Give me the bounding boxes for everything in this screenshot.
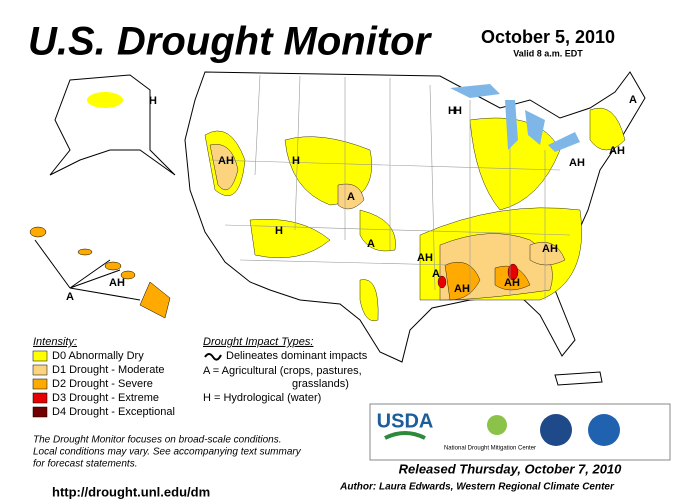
drought-area (437, 275, 447, 289)
alaska (49, 74, 176, 176)
title-block: U.S. Drought Monitor October 5, 2010 Val… (28, 20, 615, 64)
legend-swatch (32, 378, 48, 390)
legend: Intensity: D0 Abnormally Dry D1 Drought -… (32, 336, 175, 418)
noaa-seal (588, 414, 620, 446)
impact-label: H (292, 155, 300, 167)
impact-label: A (629, 94, 637, 106)
usda-logo: USDA (377, 410, 434, 432)
drought-area (529, 241, 566, 266)
drought-area (359, 279, 379, 321)
impact-line: A = Agricultural (crops, pastures, (203, 365, 362, 377)
legend-title: Intensity: (33, 336, 77, 348)
impact-label: A (66, 291, 74, 303)
legend-label: D1 Drought - Moderate (52, 364, 165, 376)
valid-time: Valid 8 a.m. EDT (513, 48, 583, 58)
ndmc-tree (487, 415, 507, 435)
drought-areas (204, 107, 626, 321)
impact-label: AH (609, 145, 625, 157)
released: Released Thursday, October 7, 2010 (399, 461, 623, 476)
hawaii-pointers (34, 239, 141, 301)
doc-seal (540, 414, 572, 446)
drought-area (249, 219, 331, 259)
legend-swatch (32, 406, 48, 418)
note: The Drought Monitor focuses on broad-sca… (33, 435, 302, 470)
note-line: Local conditions may vary. See accompany… (33, 447, 302, 458)
legend-label: D2 Drought - Severe (52, 378, 153, 390)
state-lines (209, 74, 571, 300)
impact-label: AH (417, 252, 433, 264)
drought-area (589, 107, 626, 151)
ndmc-logo: National Drought Mitigation Center (444, 446, 536, 452)
author: Author: Laura Edwards, Western Regional … (339, 482, 615, 493)
puerto-rico (554, 371, 603, 386)
logos: USDA National Drought Mitigation Center (369, 403, 671, 461)
impact-label: A (432, 268, 440, 280)
drought-area (337, 183, 365, 210)
impacts: Drought Impact Types: Delineates dominan… (203, 336, 368, 404)
usda-swoosh (384, 431, 426, 440)
legend-swatch (32, 392, 48, 404)
impact-line-symbol (204, 353, 222, 361)
hawaii (29, 226, 171, 319)
impact-label: A (347, 191, 355, 203)
impacts-title: Drought Impact Types: (203, 336, 313, 348)
note-line: The Drought Monitor focuses on broad-sca… (33, 435, 281, 446)
drought-area (444, 261, 481, 301)
impact-label: AH (569, 157, 585, 169)
impact-label: AH (109, 277, 125, 289)
title: U.S. Drought Monitor (28, 20, 433, 64)
date: October 5, 2010 (481, 27, 615, 47)
logo-box (369, 403, 671, 461)
legend-swatch (32, 364, 48, 376)
impact-label: H (448, 105, 456, 117)
drought-area (209, 144, 239, 191)
url: http://drought.unl.edu/dm (52, 484, 210, 499)
impact-label: H (149, 95, 157, 107)
legend-label: D3 Drought - Extreme (52, 392, 159, 404)
legend-swatch (32, 350, 48, 362)
water-bodies (450, 84, 580, 152)
legend-label: D4 Drought - Exceptional (52, 406, 175, 418)
impact-line: grasslands) (292, 378, 349, 390)
impact-label: AH (504, 277, 520, 289)
legend-label: D0 Abnormally Dry (52, 350, 144, 362)
impact-label: A (367, 238, 375, 250)
impact-label: AH (218, 155, 234, 167)
impact-label: H (454, 105, 462, 117)
impact-label: H (275, 225, 283, 237)
impact-line: H = Hydrological (water) (203, 392, 321, 404)
impact-label: AH (454, 283, 470, 295)
drought-area (359, 209, 396, 252)
impact-label: AH (542, 243, 558, 255)
impact-line: Delineates dominant impacts (226, 350, 368, 362)
note-line: for forecast statements. (33, 459, 138, 470)
alaska-d0 (87, 92, 123, 108)
